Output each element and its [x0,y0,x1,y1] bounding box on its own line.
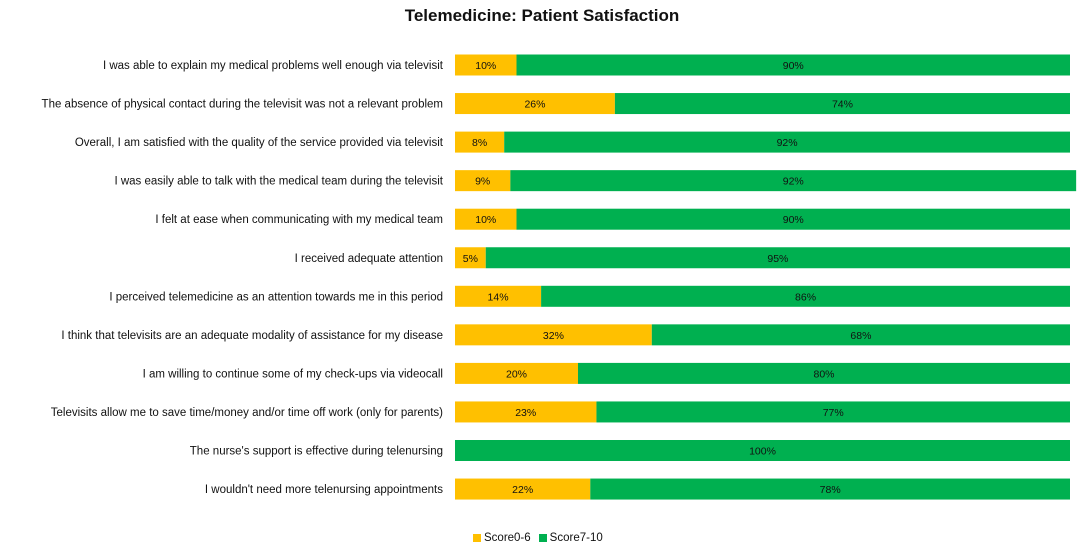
data-label: 26% [524,99,545,111]
data-label: 77% [823,407,844,419]
data-label: 100% [749,446,776,458]
category-label: I was able to explain my medical problem… [103,60,444,72]
data-label: 20% [506,368,527,380]
bar-segment-score-7-10 [614,93,1070,115]
category-label: The nurse's support is effective during … [190,446,443,458]
data-label: 10% [475,60,496,72]
legend-label: Score7-10 [549,532,603,544]
bar-segment-score-0-6 [455,54,517,76]
data-label: 74% [832,99,853,111]
category-label: The absence of physical contact during t… [42,99,443,111]
data-label: 90% [783,214,804,226]
data-label: 9% [475,176,490,188]
data-label: 78% [820,484,841,496]
data-label: 95% [767,253,788,265]
bar-segment-score-0-6 [455,131,505,153]
legend: Score0-6 Score7-10 [473,530,611,546]
bar-segment-score-7-10 [510,170,1077,192]
bar-segment-score-7-10 [590,478,1070,500]
data-label: 86% [795,291,816,303]
category-label: Televisits allow me to save time/money a… [51,407,443,419]
data-label: 32% [543,330,564,342]
bar-segment-score-7-10 [651,324,1070,346]
bar-segment-score-7-10 [455,440,1070,461]
legend-swatch-green [538,534,547,542]
category-label: I was easily able to talk with the medic… [114,176,443,188]
bar-segment-score-0-6 [455,478,591,500]
legend-item-score-0-6: Score0-6 [473,532,531,544]
category-label: I felt at ease when communicating with m… [155,214,443,226]
legend-swatch-yellow [473,534,481,542]
data-label: 92% [783,176,804,188]
category-label: I wouldn't need more telenursing appoint… [205,484,443,496]
bar-segment-score-7-10 [504,131,1070,153]
bar-segment-score-0-6 [455,401,597,423]
plot-area: I was able to explain my medical problem… [42,54,1077,500]
data-label: 8% [472,137,487,149]
data-label: 10% [475,214,496,226]
bar-segment-score-7-10 [516,208,1070,230]
bar-segment-score-7-10 [485,247,1070,269]
bar-segment-score-7-10 [541,285,1070,307]
bar-segment-score-0-6 [455,247,486,269]
data-label: 22% [512,484,533,496]
bar-segment-score-0-6 [455,324,652,346]
bar-segment-score-7-10 [516,54,1070,76]
category-label: I perceived telemedicine as an attention… [109,291,443,303]
category-label: Overall, I am satisfied with the quality… [75,137,444,149]
legend-item-score-7-10: Score7-10 [538,532,603,544]
bar-segment-score-7-10 [578,362,1070,384]
bar-segment-score-0-6 [455,362,578,384]
category-label: I received adequate attention [295,253,443,265]
category-label: I think that televisits are an adequate … [61,330,443,342]
data-label: 5% [463,253,478,265]
chart-title: Telemedicine: Patient Satisfaction [404,6,680,25]
bar-segment-score-0-6 [455,208,517,230]
bar-segment-score-0-6 [455,170,511,192]
data-label: 80% [813,368,834,380]
data-label: 90% [783,60,804,72]
legend-label: Score0-6 [484,532,531,544]
bar-segment-score-0-6 [455,285,542,307]
data-label: 23% [515,407,536,419]
data-label: 68% [850,330,871,342]
bar-segment-score-7-10 [596,401,1070,423]
data-label: 92% [777,137,798,149]
data-label: 14% [488,291,509,303]
bar-segment-score-0-6 [455,93,615,115]
category-label: I am willing to continue some of my chec… [143,368,443,380]
